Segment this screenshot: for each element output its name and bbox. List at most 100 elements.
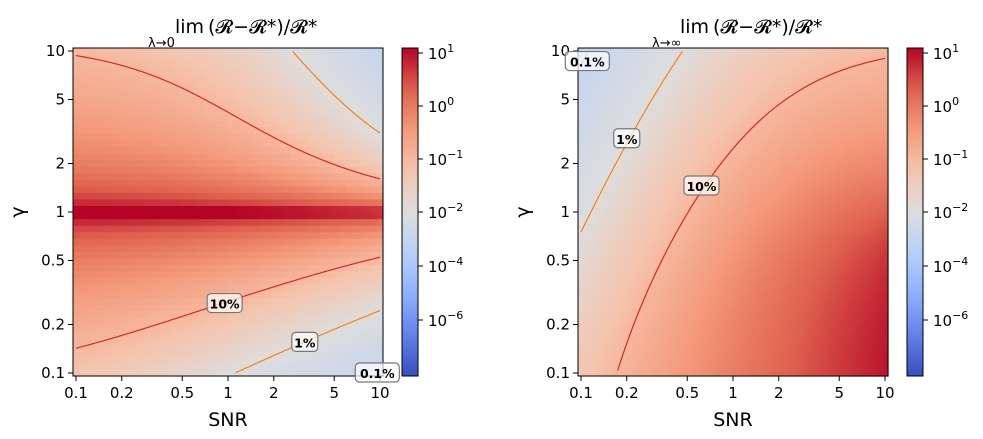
heatmap-cell <box>667 187 672 193</box>
heatmap-cell <box>221 277 229 285</box>
heatmap-cell <box>647 191 653 197</box>
heatmap-cell <box>597 285 602 291</box>
heatmap-cell <box>628 318 633 324</box>
heatmap-cell <box>682 326 688 332</box>
heatmap-cell <box>321 74 328 82</box>
heatmap-cell <box>585 220 591 225</box>
heatmap-cell <box>97 80 105 88</box>
heatmap-cell <box>246 310 254 318</box>
heatmap-cell <box>190 133 198 141</box>
heatmap-cell <box>678 183 684 188</box>
heatmap-cell <box>674 183 680 188</box>
heatmap-cell <box>678 142 684 147</box>
heatmap-cell <box>321 218 328 226</box>
heatmap-cell <box>265 93 272 102</box>
heatmap-cell <box>640 171 645 176</box>
heatmap-cell <box>116 152 124 161</box>
heatmap-cell <box>234 61 241 69</box>
heatmap-cell <box>178 107 186 115</box>
heatmap-cell <box>221 362 229 371</box>
heatmap-cell <box>593 134 598 139</box>
heatmap-cell <box>589 232 595 238</box>
heatmap-cell <box>178 166 186 174</box>
heatmap-cell <box>376 303 384 311</box>
heatmap-cell <box>667 232 672 238</box>
heatmap-cell <box>651 68 657 74</box>
heatmap-cell <box>636 244 641 250</box>
heatmap-cell <box>252 179 260 187</box>
heatmap-cell <box>643 281 649 287</box>
heatmap-cell <box>643 224 649 229</box>
heatmap-cell <box>215 67 223 75</box>
heatmap-cell <box>643 212 649 217</box>
heatmap-cell <box>296 80 303 88</box>
heatmap-cell <box>624 285 629 291</box>
heatmap-cell <box>655 228 660 234</box>
heatmap-cell <box>296 271 303 279</box>
heatmap-cell <box>314 362 322 371</box>
heatmap-cell <box>221 225 229 233</box>
heatmap-cell <box>632 199 637 205</box>
heatmap-cell <box>659 228 664 234</box>
heatmap-cell <box>663 224 668 229</box>
heatmap-cell <box>339 152 347 161</box>
heatmap-cell <box>674 179 680 184</box>
heatmap-cell <box>671 183 676 188</box>
heatmap-cell <box>302 349 310 357</box>
heatmap-cell <box>632 261 637 266</box>
heatmap-cell <box>643 261 649 266</box>
heatmap-cell <box>209 284 217 292</box>
heatmap-cell <box>352 107 359 115</box>
heatmap-cell <box>624 265 629 270</box>
heatmap-cell <box>605 326 610 332</box>
heatmap-cell <box>632 113 637 119</box>
heatmap-cell <box>159 257 167 266</box>
heatmap-cell <box>159 48 167 56</box>
heatmap-cell <box>308 126 316 134</box>
heatmap-cell <box>690 240 695 246</box>
heatmap-cell <box>620 216 626 221</box>
heatmap-cell <box>655 175 660 180</box>
heatmap-cell <box>265 257 272 266</box>
heatmap-cell <box>221 192 229 200</box>
heatmap-cell <box>345 74 353 82</box>
heatmap-cell <box>605 335 610 340</box>
heatmap-cell <box>209 166 217 174</box>
heatmap-cell <box>643 154 649 160</box>
heatmap-cell <box>628 212 633 217</box>
heatmap-cell <box>628 150 633 156</box>
heatmap-cell <box>333 87 341 95</box>
heatmap-cell <box>585 162 591 168</box>
heatmap-cell <box>352 87 359 95</box>
heatmap-cell <box>259 133 266 141</box>
heatmap-cell <box>597 232 602 238</box>
heatmap-cell <box>221 323 229 331</box>
heatmap-cell <box>265 205 272 213</box>
heatmap-cell <box>352 277 359 285</box>
heatmap-cell <box>172 362 179 371</box>
heatmap-cell <box>197 172 204 180</box>
heatmap-cell <box>110 67 117 75</box>
heatmap-cell <box>616 183 622 188</box>
heatmap-cell <box>153 336 161 344</box>
heatmap-cell <box>327 93 334 102</box>
heatmap-cell <box>277 87 285 95</box>
heatmap-cell <box>690 285 695 291</box>
heatmap-cell <box>147 218 155 226</box>
heatmap-cell <box>97 185 105 193</box>
heatmap-cell <box>290 93 297 102</box>
heatmap-cell <box>203 80 210 88</box>
heatmap-cell <box>678 56 684 61</box>
heatmap-cell <box>632 253 637 258</box>
heatmap-cell <box>314 277 322 285</box>
heatmap-cell <box>628 101 633 106</box>
heatmap-cell <box>190 152 198 161</box>
heatmap-cell <box>172 87 179 95</box>
heatmap-cell <box>612 355 618 361</box>
heatmap-cell <box>327 212 334 220</box>
heatmap-cell <box>647 166 653 172</box>
heatmap-cell <box>585 72 591 78</box>
heatmap-cell <box>624 175 629 180</box>
heatmap-cell <box>97 113 105 121</box>
heatmap-cell <box>104 166 111 174</box>
